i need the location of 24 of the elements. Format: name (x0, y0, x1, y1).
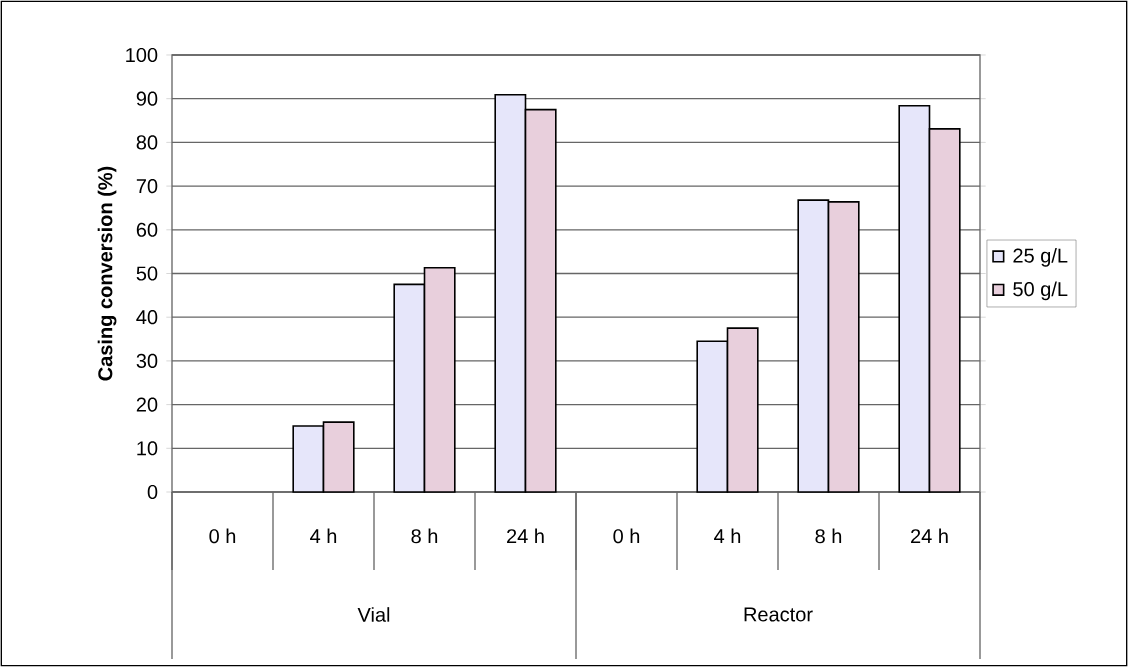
y-axis-title: Casing conversion (%) (97, 166, 117, 381)
y-tick-label: 40 (136, 310, 158, 325)
y-tick-label: 100 (126, 47, 158, 63)
y-tick-label: 10 (137, 441, 158, 456)
y-tick-label: 30 (136, 353, 158, 368)
y-tick-label: 20 (136, 397, 158, 412)
x-tick-label: 24 h (507, 528, 544, 544)
y-tick-label: 80 (136, 135, 158, 150)
x-tick-label: 0 h (613, 528, 640, 544)
x-tick-label: 4 h (310, 528, 337, 544)
x-tick-label: 24 h (911, 528, 948, 544)
text: Reactor (744, 607, 813, 622)
y-tick-label: 0 (147, 484, 158, 500)
y-tick-label: 90 (136, 91, 158, 106)
x-tick-label: 8 h (815, 528, 842, 544)
x-tick-label: 4 h (714, 528, 741, 544)
x-tick-label: 8 h (411, 528, 438, 544)
legend-label: 50 g/L (1013, 281, 1068, 301)
x-tick-label: 0 h (209, 528, 236, 544)
text: Vial (357, 607, 390, 622)
legend-label: 25 g/L (1013, 248, 1068, 267)
y-tick-label: 70 (136, 179, 158, 194)
y-tick-label: 60 (136, 222, 158, 237)
y-tick-label: 50 (136, 266, 158, 281)
